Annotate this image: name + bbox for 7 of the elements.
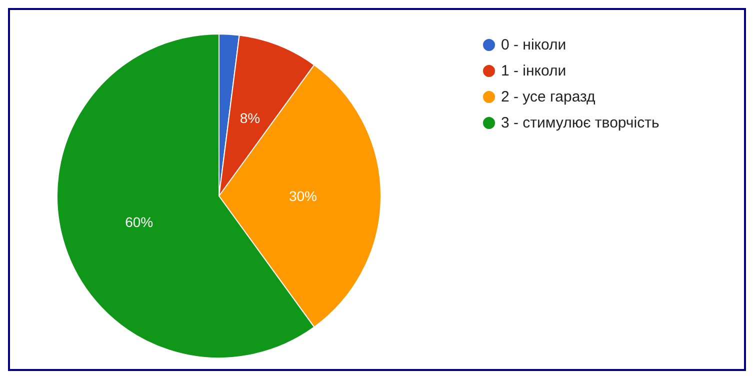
legend-label: 0 - ніколи [501, 36, 566, 54]
data-label: 30% [288, 188, 318, 204]
data-label: 60% [125, 214, 154, 230]
data-label: 8% [240, 110, 260, 126]
legend-label: 1 - інколи [501, 62, 566, 80]
legend-label: 2 - усе гаразд [501, 88, 596, 106]
legend-label: 3 - стимулює творчість [501, 114, 660, 132]
